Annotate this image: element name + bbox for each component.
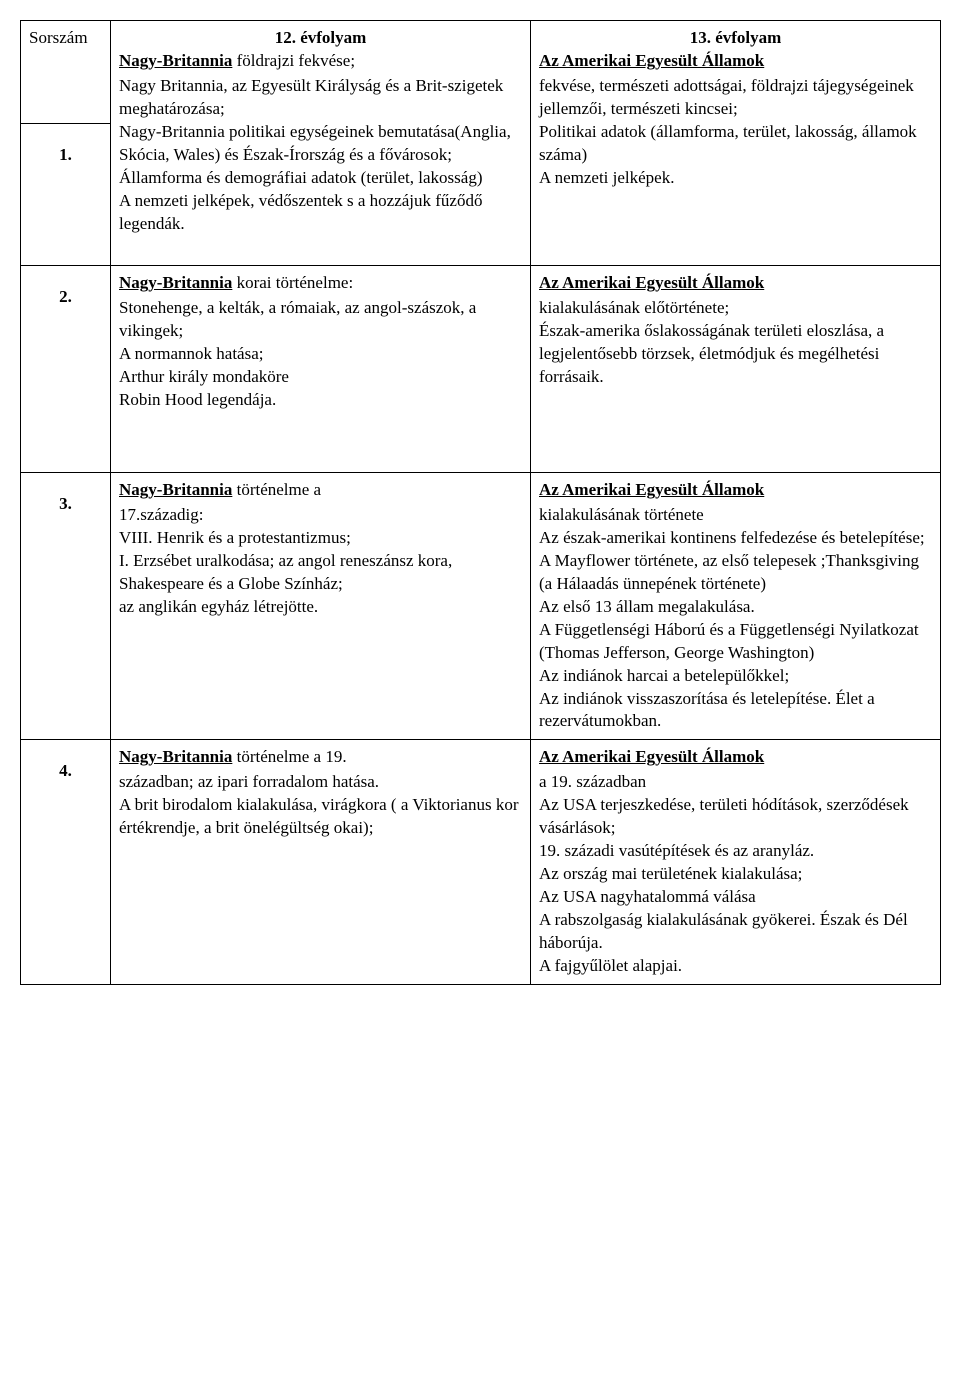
row2-c12-body: Stonehenge, a kelták, a rómaiak, az ango… xyxy=(119,297,522,412)
row2-c13-topic: Az Amerikai Egyesült Államok xyxy=(539,272,932,295)
header-row-1: Sorszám 12. évfolyam Nagy-Britannia föld… xyxy=(21,21,941,124)
row-2: 2. Nagy-Britannia korai történelme: Ston… xyxy=(21,266,941,473)
cell-1-c12: 12. évfolyam Nagy-Britannia földrajzi fe… xyxy=(111,21,531,266)
row2-c12-topic: Nagy-Britannia korai történelme: xyxy=(119,272,522,295)
curriculum-table: Sorszám 12. évfolyam Nagy-Britannia föld… xyxy=(20,20,941,985)
cell-1-c13: 13. évfolyam Az Amerikai Egyesült Államo… xyxy=(531,21,941,266)
row4-c12-topic: Nagy-Britannia történelme a 19. xyxy=(119,746,522,769)
row1-c13-topic: Az Amerikai Egyesült Államok xyxy=(539,50,932,73)
row4-num: 4. xyxy=(21,740,111,984)
row1-c13-body: fekvése, természeti adottságai, földrajz… xyxy=(539,75,932,190)
row2-num: 2. xyxy=(21,266,111,473)
cell-2-c12: Nagy-Britannia korai történelme: Stonehe… xyxy=(111,266,531,473)
row4-c13-topic: Az Amerikai Egyesült Államok xyxy=(539,746,932,769)
row4-c13-body: a 19. században Az USA terjeszkedése, te… xyxy=(539,771,932,977)
row2-c13-body: kialakulásának előtörténete; Észak-ameri… xyxy=(539,297,932,389)
cell-4-c13: Az Amerikai Egyesült Államok a 19. száza… xyxy=(531,740,941,984)
row3-c13-body: kialakulásának története Az észak-amerik… xyxy=(539,504,932,733)
row-3: 3. Nagy-Britannia történelme a 17.század… xyxy=(21,473,941,740)
row3-c12-body: 17.századig: VIII. Henrik és a protestan… xyxy=(119,504,522,619)
row3-c12-topic: Nagy-Britannia történelme a xyxy=(119,479,522,502)
row1-num: 1. xyxy=(21,123,111,266)
header-12-evfolyam: 12. évfolyam xyxy=(119,27,522,50)
header-sorszam: Sorszám xyxy=(21,21,111,124)
row-4: 4. Nagy-Britannia történelme a 19. száza… xyxy=(21,740,941,984)
cell-3-c13: Az Amerikai Egyesült Államok kialakulásá… xyxy=(531,473,941,740)
cell-2-c13: Az Amerikai Egyesült Államok kialakulásá… xyxy=(531,266,941,473)
row4-c12-body: században; az ipari forradalom hatása. A… xyxy=(119,771,522,840)
header-13-evfolyam: 13. évfolyam xyxy=(539,27,932,50)
cell-3-c12: Nagy-Britannia történelme a 17.századig:… xyxy=(111,473,531,740)
row3-c13-topic: Az Amerikai Egyesült Államok xyxy=(539,479,932,502)
row1-c12-topic: Nagy-Britannia földrajzi fekvése; xyxy=(119,50,522,73)
row3-num: 3. xyxy=(21,473,111,740)
cell-4-c12: Nagy-Britannia történelme a 19. századba… xyxy=(111,740,531,984)
row1-c12-body: Nagy Britannia, az Egyesült Királyság és… xyxy=(119,75,522,236)
